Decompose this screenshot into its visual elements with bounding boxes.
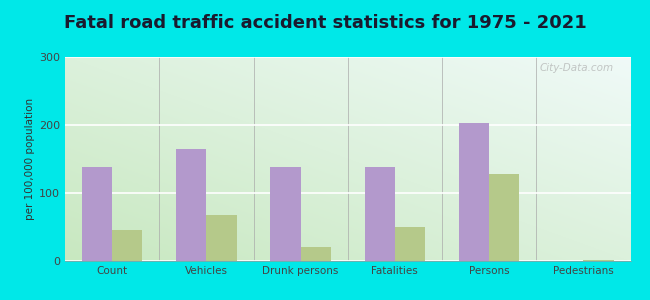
Bar bbox=[459, 123, 489, 261]
Bar bbox=[270, 167, 300, 261]
Bar bbox=[489, 174, 519, 261]
Bar bbox=[112, 230, 142, 261]
Bar bbox=[365, 167, 395, 261]
Bar bbox=[395, 227, 425, 261]
Bar bbox=[82, 167, 112, 261]
Text: Fatal road traffic accident statistics for 1975 - 2021: Fatal road traffic accident statistics f… bbox=[64, 14, 586, 32]
Y-axis label: per 100,000 population: per 100,000 population bbox=[25, 98, 35, 220]
Bar bbox=[584, 260, 614, 261]
Bar bbox=[300, 248, 331, 261]
Bar bbox=[176, 149, 206, 261]
Legend: Casey, Illinois average: Casey, Illinois average bbox=[248, 297, 447, 300]
Bar bbox=[207, 215, 237, 261]
Text: City-Data.com: City-Data.com bbox=[540, 63, 614, 73]
